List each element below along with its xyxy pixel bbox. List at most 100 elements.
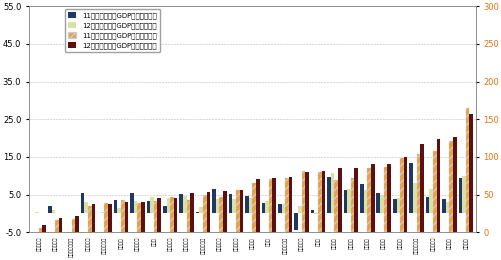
- Bar: [215, 199, 219, 213]
- Bar: [186, 200, 190, 232]
- Bar: [35, 212, 39, 213]
- Bar: [133, 201, 137, 213]
- Bar: [88, 206, 92, 232]
- Bar: [52, 210, 55, 213]
- Bar: [432, 151, 436, 232]
- Bar: [232, 199, 235, 213]
- Bar: [288, 177, 292, 232]
- Legend: 11年財政赤字対GDP比（左目盛）, 12年財政赤字対GDP比（左目盛）, 11年累積債務対GDP比（右目盛）, 12年累積債務対GDP比（右目盛）: 11年財政赤字対GDP比（左目盛）, 12年財政赤字対GDP比（左目盛）, 11…: [65, 9, 160, 52]
- Bar: [330, 173, 334, 213]
- Bar: [294, 213, 298, 230]
- Bar: [228, 194, 232, 213]
- Bar: [350, 178, 354, 232]
- Bar: [141, 202, 144, 232]
- Bar: [416, 154, 419, 232]
- Bar: [363, 190, 367, 213]
- Bar: [301, 171, 305, 232]
- Bar: [248, 198, 252, 213]
- Bar: [146, 201, 150, 213]
- Bar: [108, 204, 112, 232]
- Bar: [265, 201, 268, 213]
- Bar: [104, 203, 108, 232]
- Bar: [387, 164, 390, 232]
- Bar: [72, 218, 75, 232]
- Bar: [222, 191, 226, 232]
- Bar: [92, 204, 95, 232]
- Bar: [261, 203, 265, 213]
- Bar: [425, 197, 428, 213]
- Bar: [448, 141, 452, 232]
- Bar: [75, 216, 79, 232]
- Bar: [465, 108, 468, 232]
- Bar: [436, 139, 439, 232]
- Bar: [408, 163, 412, 213]
- Bar: [310, 210, 314, 213]
- Bar: [212, 189, 215, 213]
- Bar: [163, 206, 166, 213]
- Bar: [190, 193, 193, 232]
- Bar: [268, 179, 272, 232]
- Bar: [195, 212, 199, 213]
- Bar: [419, 144, 423, 232]
- Bar: [113, 200, 117, 213]
- Bar: [183, 197, 186, 213]
- Bar: [219, 197, 222, 232]
- Bar: [252, 183, 256, 232]
- Bar: [403, 157, 407, 232]
- Bar: [396, 198, 399, 213]
- Bar: [452, 136, 456, 232]
- Bar: [337, 167, 341, 232]
- Bar: [376, 193, 379, 213]
- Bar: [166, 198, 170, 213]
- Bar: [84, 203, 88, 213]
- Bar: [81, 193, 84, 213]
- Bar: [327, 177, 330, 213]
- Bar: [343, 190, 347, 213]
- Bar: [55, 220, 59, 232]
- Bar: [392, 199, 396, 213]
- Bar: [157, 198, 161, 232]
- Bar: [101, 212, 104, 213]
- Bar: [281, 204, 285, 213]
- Bar: [359, 184, 363, 213]
- Bar: [173, 198, 177, 232]
- Bar: [59, 218, 62, 232]
- Bar: [412, 183, 416, 213]
- Bar: [314, 213, 318, 214]
- Bar: [42, 225, 46, 232]
- Bar: [121, 200, 124, 232]
- Bar: [399, 158, 403, 232]
- Bar: [383, 167, 387, 232]
- Bar: [318, 172, 321, 232]
- Bar: [272, 178, 276, 232]
- Bar: [256, 179, 259, 232]
- Bar: [170, 197, 173, 232]
- Bar: [305, 172, 308, 232]
- Bar: [153, 201, 157, 232]
- Bar: [379, 195, 383, 213]
- Bar: [179, 194, 183, 213]
- Bar: [124, 202, 128, 232]
- Bar: [137, 203, 141, 232]
- Bar: [285, 178, 288, 232]
- Bar: [370, 164, 374, 232]
- Bar: [468, 114, 472, 232]
- Bar: [244, 197, 248, 213]
- Bar: [235, 190, 239, 232]
- Bar: [461, 176, 465, 213]
- Bar: [150, 197, 153, 213]
- Bar: [117, 208, 121, 213]
- Bar: [298, 206, 301, 213]
- Bar: [334, 180, 337, 232]
- Bar: [354, 168, 357, 232]
- Bar: [48, 206, 52, 213]
- Bar: [367, 168, 370, 232]
- Bar: [458, 178, 461, 213]
- Bar: [347, 189, 350, 213]
- Bar: [206, 192, 210, 232]
- Bar: [441, 199, 445, 213]
- Bar: [321, 171, 325, 232]
- Bar: [130, 193, 133, 213]
- Bar: [39, 228, 42, 232]
- Bar: [202, 195, 206, 232]
